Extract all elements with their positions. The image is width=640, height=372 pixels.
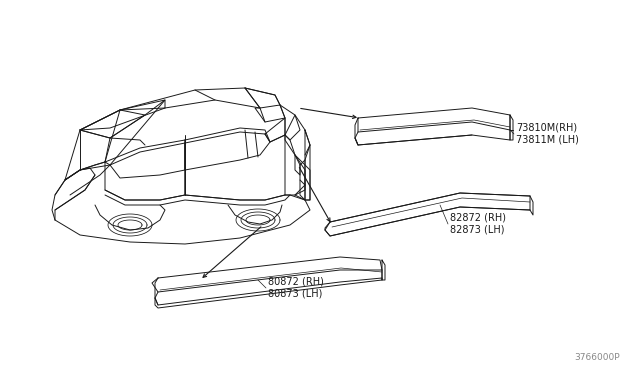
Text: 73811M (LH): 73811M (LH) bbox=[516, 135, 579, 145]
Text: 82873 (LH): 82873 (LH) bbox=[450, 225, 504, 235]
Text: 80872 (RH): 80872 (RH) bbox=[268, 277, 324, 287]
Text: 82872 (RH): 82872 (RH) bbox=[450, 213, 506, 223]
Text: 3766000P: 3766000P bbox=[574, 353, 620, 362]
Text: 73810M(RH): 73810M(RH) bbox=[516, 123, 577, 133]
Text: 80873 (LH): 80873 (LH) bbox=[268, 289, 323, 299]
